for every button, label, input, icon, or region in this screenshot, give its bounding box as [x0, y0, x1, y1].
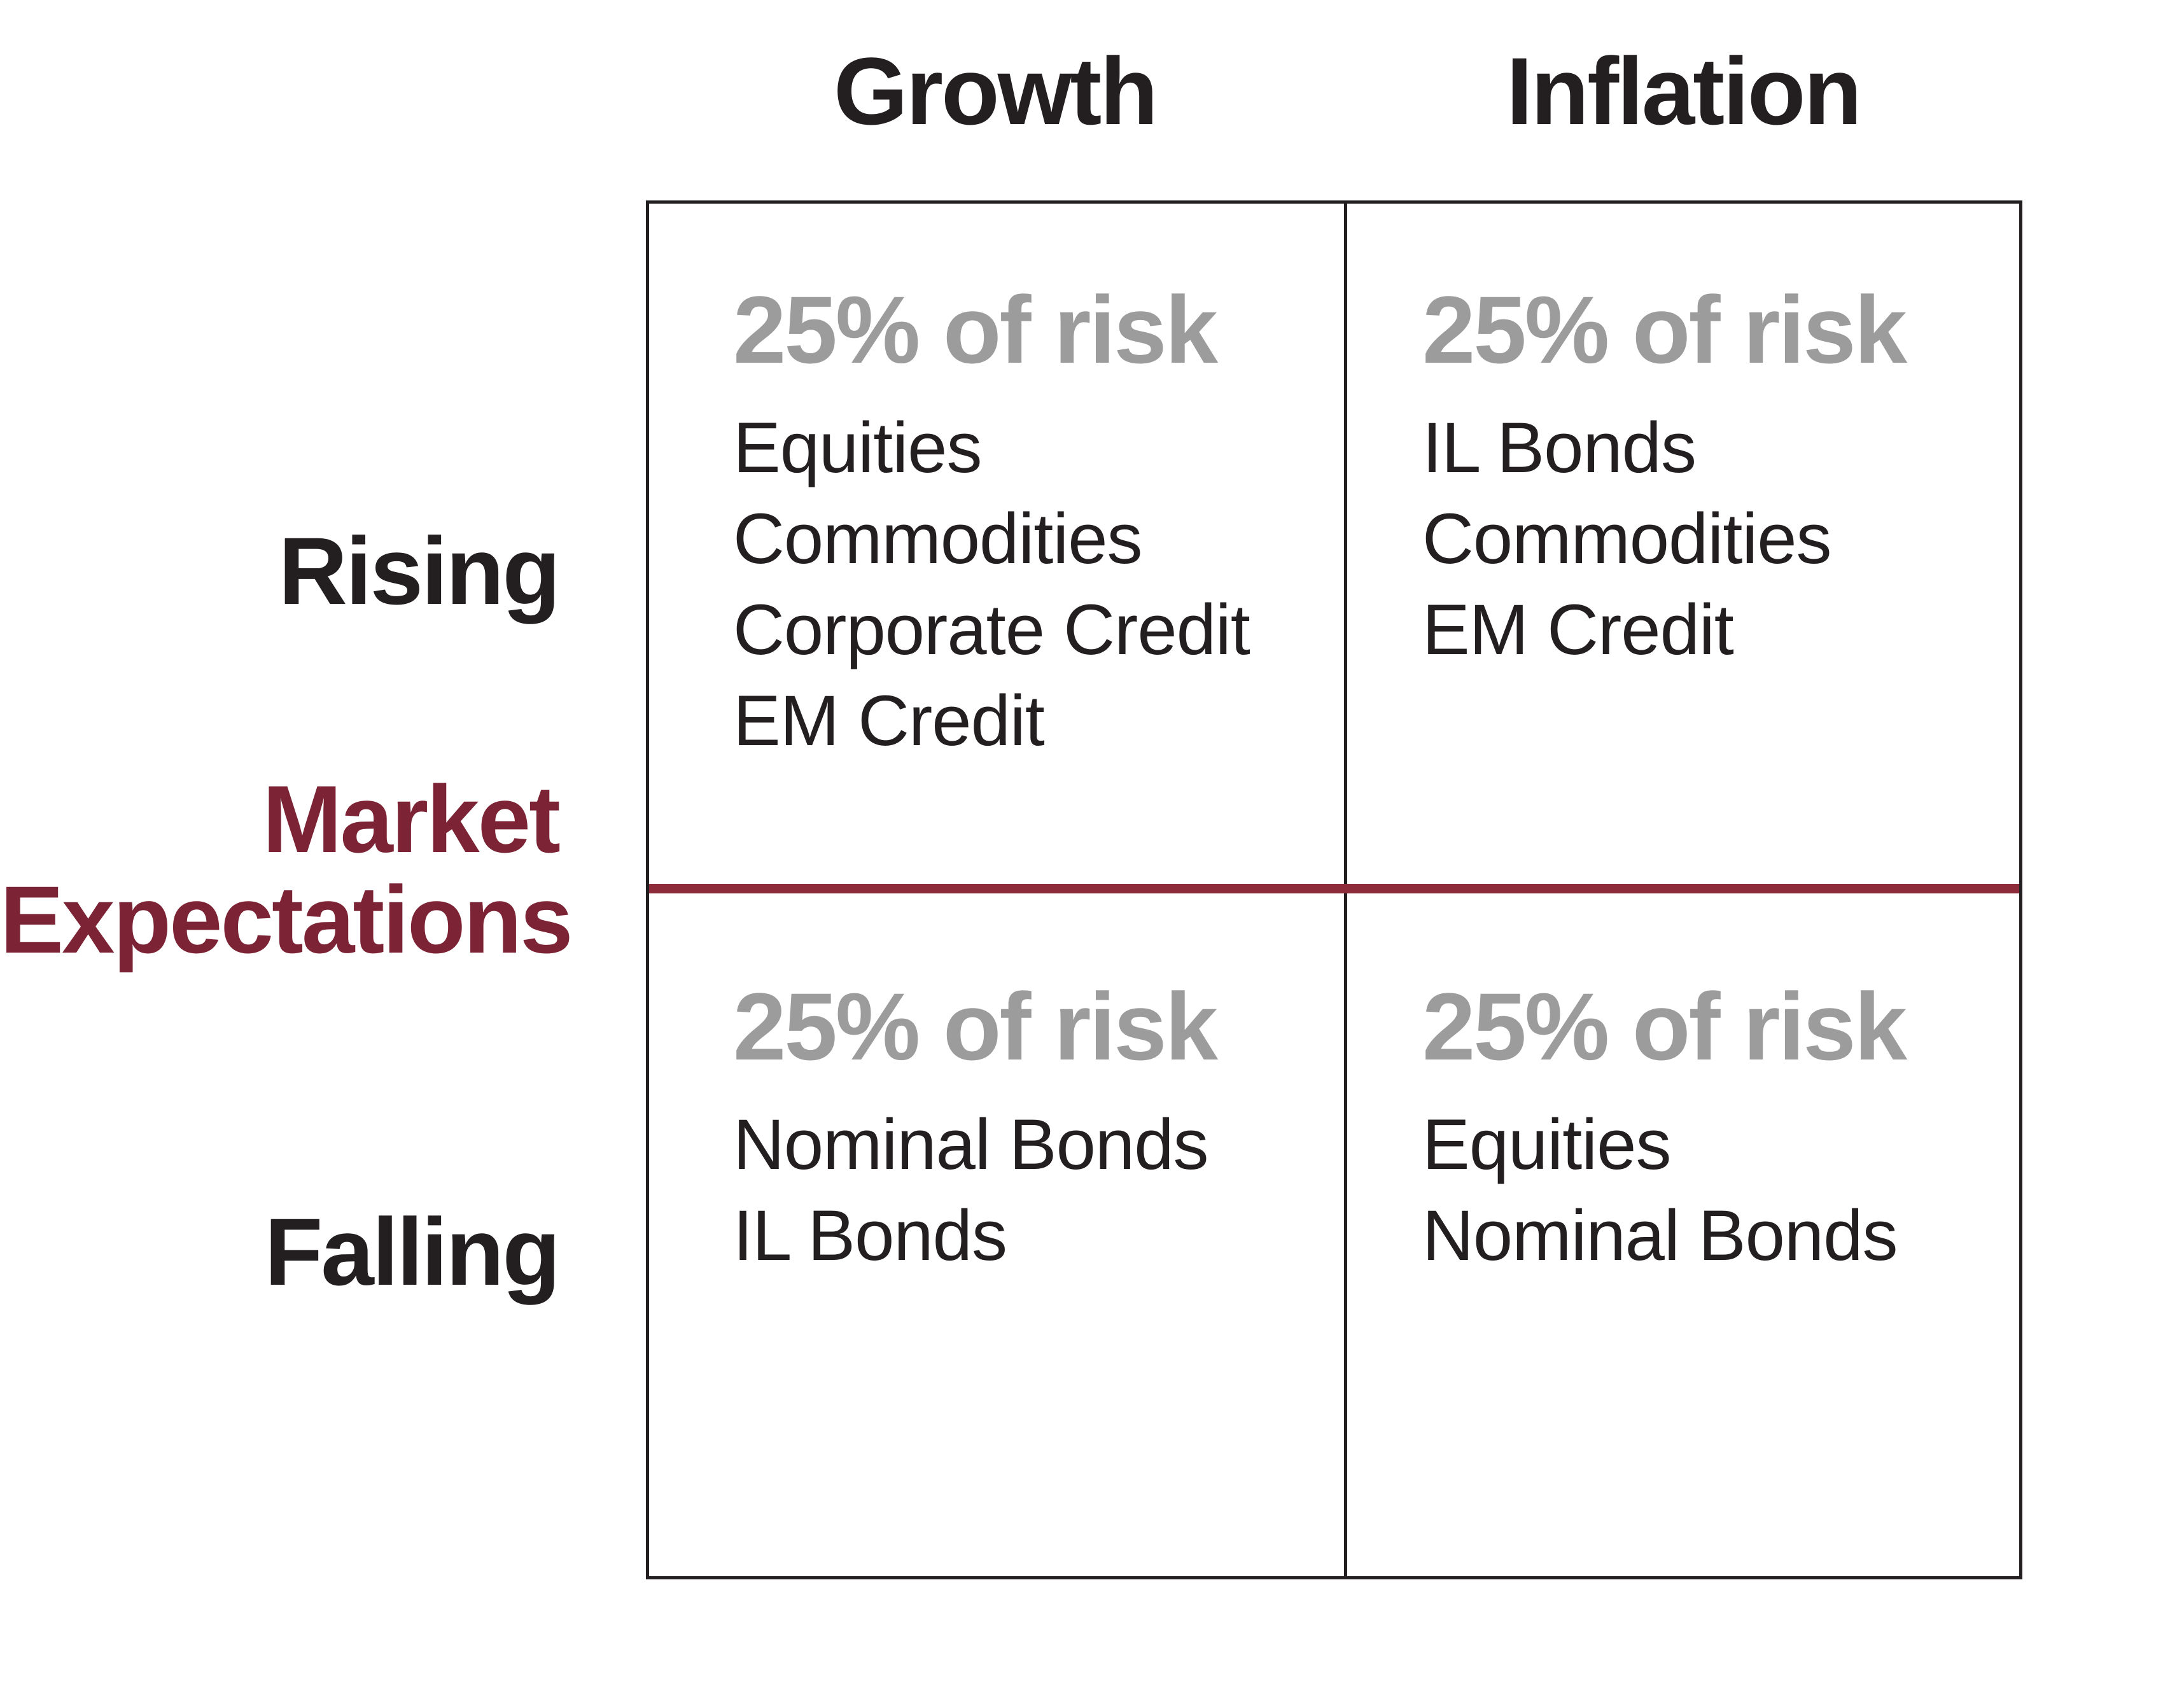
row-label-falling: Falling — [264, 1198, 561, 1305]
asset-list-rising-growth: Equities Commodities Corporate Credit EM Cr… — [733, 402, 1319, 766]
column-header-growth: Growth — [834, 38, 1158, 144]
column-header-inflation: Inflation — [1506, 38, 1862, 144]
horizontal-maroon-divider — [649, 884, 2019, 893]
quadrant-falling-growth: 25% of risk Nominal Bonds IL Bonds — [733, 973, 1319, 1281]
asset-item: IL Bonds — [733, 1195, 1007, 1275]
asset-item: Nominal Bonds — [733, 1104, 1209, 1184]
asset-list-falling-inflation: Equities Nominal Bonds — [1422, 1099, 2008, 1281]
axis-label-line-market: Market — [262, 766, 561, 872]
quadrant-rising-inflation: 25% of risk IL Bonds Commodities EM Credit — [1422, 276, 2008, 675]
asset-item: Commodities — [733, 498, 1143, 578]
asset-item: EM Credit — [733, 680, 1045, 760]
quadrant-falling-inflation: 25% of risk Equities Nominal Bonds — [1422, 973, 2008, 1281]
asset-list-falling-growth: Nominal Bonds IL Bonds — [733, 1099, 1319, 1281]
asset-item: Equities — [1422, 1104, 1671, 1184]
risk-share-label: 25% of risk — [1422, 973, 1907, 1080]
risk-share-label: 25% of risk — [733, 276, 1218, 383]
asset-item: Equities — [733, 407, 982, 487]
matrix-grid-box: 25% of risk Equities Commodities Corporate… — [646, 200, 2022, 1579]
asset-item: IL Bonds — [1422, 407, 1697, 487]
asset-item: EM Credit — [1422, 589, 1734, 669]
row-label-rising: Rising — [278, 517, 561, 624]
axis-label-market-expectations: Market Expectations — [0, 766, 573, 973]
risk-share-label: 25% of risk — [1422, 276, 1907, 383]
asset-item: Commodities — [1422, 498, 1832, 578]
asset-item: Nominal Bonds — [1422, 1195, 1898, 1275]
quadrant-rising-growth: 25% of risk Equities Commodities Corporate… — [733, 276, 1319, 766]
asset-list-rising-inflation: IL Bonds Commodities EM Credit — [1422, 402, 2008, 675]
asset-item: Corporate Credit — [733, 589, 1250, 669]
axis-label-line-expectations: Expectations — [0, 866, 573, 973]
risk-share-label: 25% of risk — [733, 973, 1218, 1080]
